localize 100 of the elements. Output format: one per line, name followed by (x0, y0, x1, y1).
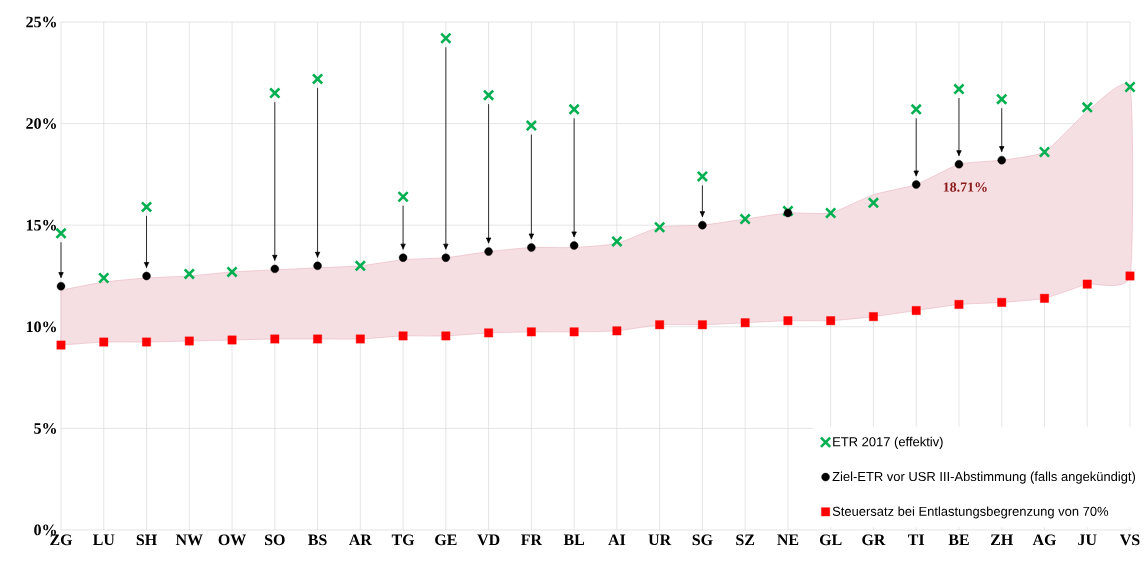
point (867, 196, 880, 209)
point (611, 235, 623, 248)
x-tick-label: VS (1119, 534, 1140, 546)
point (696, 170, 709, 183)
x-tick-label: TG (391, 534, 415, 546)
x-tick-label: OW (218, 534, 246, 546)
point (311, 73, 324, 85)
x-tick-label: GR (862, 534, 886, 546)
point (740, 318, 750, 328)
x-tick-label: GL (819, 534, 842, 546)
point (313, 261, 322, 271)
x-tick-label: UR (648, 534, 672, 546)
point (526, 327, 536, 337)
x-tick-label: JU (1078, 534, 1097, 546)
x-tick-label: TI (908, 534, 925, 545)
point (313, 334, 322, 344)
x-tick-label: AG (1032, 534, 1056, 546)
x-tick-label: BL (563, 534, 585, 545)
x-tick-label: FR (521, 534, 543, 545)
point (1081, 101, 1094, 114)
point (270, 334, 280, 344)
point (655, 320, 665, 330)
point (783, 316, 793, 326)
x-tick-label: BE (948, 534, 969, 545)
point (953, 83, 965, 95)
point (910, 103, 923, 116)
point (612, 326, 622, 336)
point (268, 87, 281, 99)
point (142, 271, 151, 281)
point (140, 201, 153, 213)
point (1125, 271, 1135, 281)
y-tick-label: 20% (26, 118, 56, 129)
point (698, 320, 707, 330)
y-tick-label: 10% (26, 321, 56, 333)
annotation: 18.71% (943, 182, 987, 192)
point (184, 336, 194, 346)
x-tick-label: AR (348, 534, 372, 546)
point (56, 340, 66, 350)
point (355, 334, 365, 344)
point (441, 331, 451, 341)
point (354, 259, 367, 272)
point (227, 335, 237, 345)
x-tick-label: BS (308, 534, 327, 546)
point (568, 103, 581, 116)
legend-label: ETR 2017 (effektiv) (833, 436, 943, 449)
x-tick-label: NE (777, 534, 799, 545)
point (99, 337, 109, 347)
x-tick-label: AI (608, 534, 626, 546)
point (226, 266, 238, 278)
legend-label: Steuersatz bei Entlastungsbegrenzung von 70% (832, 506, 1109, 519)
point (97, 272, 110, 284)
point (527, 243, 536, 252)
point (869, 312, 878, 322)
x-tick-label: LU (92, 534, 115, 546)
point (525, 119, 538, 132)
point (270, 264, 279, 274)
point (398, 253, 408, 262)
point (142, 337, 151, 347)
legend-label: Ziel-ETR vor USR III-Abstimmung (falls angekündigt) (832, 471, 1136, 484)
point (484, 328, 493, 338)
point (1038, 146, 1051, 158)
point (1082, 279, 1092, 289)
point (698, 221, 707, 230)
point (911, 306, 921, 315)
point (653, 221, 666, 234)
point (482, 89, 495, 102)
point (569, 327, 579, 337)
x-tick-label: SG (692, 534, 713, 546)
x-tick-label: ZH (990, 534, 1013, 545)
y-tick-label: 5% (34, 422, 56, 434)
y-tick-label: 25% (26, 16, 56, 28)
y-tick-label: 15% (26, 219, 56, 231)
point (826, 316, 836, 326)
point (997, 298, 1007, 307)
y-tick-label: 0% (34, 524, 56, 536)
point (997, 155, 1006, 165)
x-tick-label: SZ (736, 534, 755, 546)
point (441, 253, 451, 262)
point (569, 241, 579, 250)
x-tick-label: SH (136, 534, 157, 546)
point (1040, 293, 1049, 303)
point (912, 180, 921, 189)
point (484, 247, 493, 256)
point (954, 160, 964, 169)
point (398, 331, 408, 341)
x-tick-label: GE (435, 534, 457, 546)
point (824, 207, 837, 219)
point (55, 227, 67, 240)
point (56, 281, 66, 291)
x-tick-label: SO (265, 534, 285, 546)
x-tick-label: NW (175, 534, 203, 546)
x-tick-label: ZG (50, 534, 73, 546)
point (183, 268, 196, 280)
point (954, 300, 964, 309)
point (739, 213, 752, 225)
point (397, 190, 409, 203)
point (1124, 81, 1136, 93)
point (995, 93, 1008, 106)
point (439, 32, 452, 45)
x-tick-label: VD (477, 534, 500, 546)
